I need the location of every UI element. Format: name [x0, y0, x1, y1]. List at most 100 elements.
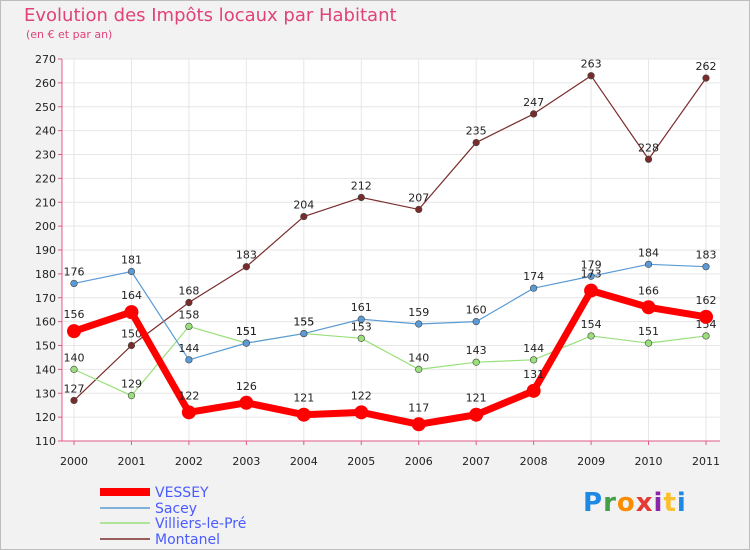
data-point — [185, 356, 193, 364]
y-tick-label: 110 — [35, 435, 56, 448]
data-label: 151 — [236, 325, 257, 338]
data-point — [644, 260, 653, 268]
data-point — [70, 396, 78, 405]
logo-letter: P — [583, 488, 604, 518]
y-tick-label: 210 — [35, 196, 56, 209]
y-tick-label: 250 — [35, 101, 56, 114]
data-label: 168 — [178, 285, 199, 298]
data-point — [127, 341, 136, 350]
y-tick-label: 130 — [35, 387, 56, 400]
data-point — [530, 356, 538, 364]
legend-item-villiers-le-pr-: Villiers-le-Pré — [100, 516, 246, 532]
data-point — [644, 339, 653, 347]
legend-item-montanel: Montanel — [100, 532, 220, 548]
data-point — [67, 324, 81, 339]
x-tick-label: 2004 — [290, 455, 318, 468]
series-sacey: 176 181 144 151 155 161 159 160 174 179 184 183 — [64, 246, 717, 364]
series-line — [73, 75, 707, 402]
data-point — [239, 395, 254, 410]
data-point — [296, 407, 311, 422]
y-tick-label: 170 — [35, 292, 56, 305]
legend-label: VESSEY — [155, 485, 209, 501]
logo-letter: t — [663, 488, 677, 518]
data-label: 183 — [696, 249, 717, 262]
x-tick-label: 2003 — [232, 455, 260, 468]
logo-letter: i — [653, 488, 664, 518]
data-label: 161 — [351, 301, 372, 314]
data-point — [472, 138, 480, 147]
data-label: 144 — [523, 342, 544, 355]
legend-item-sacey: Sacey — [100, 501, 197, 517]
data-label: 126 — [236, 380, 257, 393]
data-label: 122 — [351, 389, 372, 402]
data-label: 235 — [466, 125, 487, 138]
data-point — [415, 320, 423, 328]
data-point — [641, 300, 656, 315]
y-tick-label: 230 — [35, 149, 56, 162]
data-label: 155 — [293, 316, 314, 329]
data-point — [300, 212, 308, 221]
data-label: 247 — [523, 96, 544, 109]
data-point — [530, 110, 538, 118]
data-point — [526, 383, 541, 398]
data-point — [587, 272, 595, 280]
data-label: 121 — [466, 392, 487, 405]
data-label: 158 — [178, 308, 199, 321]
legend-label: Montanel — [155, 532, 220, 548]
y-tick-label: 270 — [35, 53, 56, 66]
data-label: 262 — [696, 60, 717, 73]
data-label: 162 — [696, 294, 717, 307]
logo-letter: o — [616, 488, 636, 518]
data-label: 151 — [638, 325, 659, 338]
data-label: 228 — [638, 141, 659, 154]
data-point — [472, 358, 480, 366]
data-label: 129 — [121, 378, 142, 391]
data-point — [702, 74, 710, 82]
data-point — [469, 407, 484, 422]
data-point — [357, 315, 365, 323]
logo-letter: i — [676, 488, 687, 518]
data-label: 156 — [64, 308, 85, 321]
data-point — [70, 365, 78, 373]
y-tick-label: 150 — [35, 340, 56, 353]
data-point — [300, 329, 308, 338]
data-label: 150 — [121, 328, 142, 341]
data-point — [124, 305, 139, 320]
x-tick-label: 2007 — [462, 455, 490, 468]
data-label: 140 — [408, 351, 429, 364]
data-label: 155 — [293, 316, 314, 329]
data-point — [587, 332, 595, 340]
data-point — [127, 267, 136, 276]
data-point — [587, 72, 595, 80]
x-tick-label: 2009 — [577, 455, 605, 468]
series-line — [73, 263, 707, 361]
data-point — [354, 405, 369, 420]
data-point — [702, 263, 710, 271]
data-point — [242, 263, 250, 271]
legend-item-vessey: VESSEY — [100, 485, 209, 501]
data-point — [702, 332, 710, 340]
data-label: 122 — [178, 389, 199, 402]
y-tick-label: 120 — [35, 411, 56, 424]
x-tick-label: 2010 — [635, 455, 663, 468]
y-tick-label: 180 — [35, 268, 56, 281]
series-line — [70, 287, 710, 428]
y-tick-label: 160 — [35, 316, 56, 329]
data-label: 121 — [293, 392, 314, 405]
data-label: 117 — [408, 401, 429, 414]
series-vessey: 156 164 122 126 121 122 117 121 131 173 166 162 — [64, 268, 717, 432]
chart-subtitle: (en € et par an) — [26, 28, 113, 41]
data-point — [357, 334, 365, 342]
data-label: 164 — [121, 289, 142, 302]
logo-letter: x — [635, 488, 654, 518]
data-label: 204 — [293, 199, 314, 212]
data-label: 166 — [638, 284, 659, 297]
data-point — [415, 205, 423, 214]
data-point — [127, 392, 136, 400]
data-label: 174 — [523, 270, 544, 283]
x-tick-label: 2001 — [117, 455, 145, 468]
chart-title: Evolution des Impôts locaux par Habitant — [24, 5, 397, 26]
x-tick-label: 2002 — [175, 455, 203, 468]
data-point — [242, 339, 250, 347]
data-point — [357, 193, 365, 202]
